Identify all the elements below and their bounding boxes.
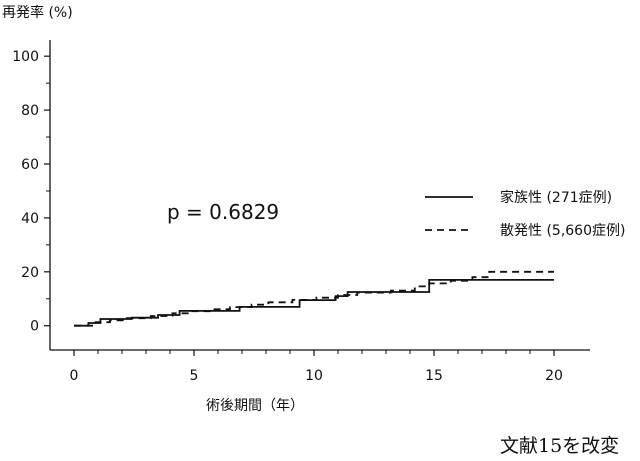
y-tick-label: 20 <box>21 265 39 281</box>
legend-label-familial: 家族性 (271症例) <box>500 189 612 206</box>
x-axis-label: 術後期間（年） <box>206 398 304 414</box>
y-tick-label: 40 <box>21 211 39 227</box>
y-ticks: 0 20 40 60 80 100 <box>12 49 50 335</box>
y-tick-label: 60 <box>21 157 39 173</box>
footer-note: 文献15を改変 <box>500 435 619 457</box>
p-value-annotation: p = 0.6829 <box>167 200 279 224</box>
series-line-familial <box>74 279 554 327</box>
y-tick-label: 80 <box>21 103 39 119</box>
y-tick-label: 0 <box>30 319 39 335</box>
x-tick-label: 20 <box>545 368 563 384</box>
x-tick-label: 10 <box>305 368 323 384</box>
x-tick-label: 15 <box>425 368 443 384</box>
y-axis-label: 再発率 (%) <box>2 4 73 21</box>
x-ticks: 0 5 10 15 20 <box>70 350 563 384</box>
legend-label-sporadic: 散発性 (5,660症例) <box>500 223 625 239</box>
x-tick-label: 0 <box>70 368 79 384</box>
y-tick-label: 100 <box>12 49 39 65</box>
series-line-sporadic <box>74 270 554 327</box>
legend: 家族性 (271症例) 散発性 (5,660症例) <box>425 189 625 239</box>
series-lines <box>74 270 554 327</box>
x-tick-label: 5 <box>190 368 199 384</box>
